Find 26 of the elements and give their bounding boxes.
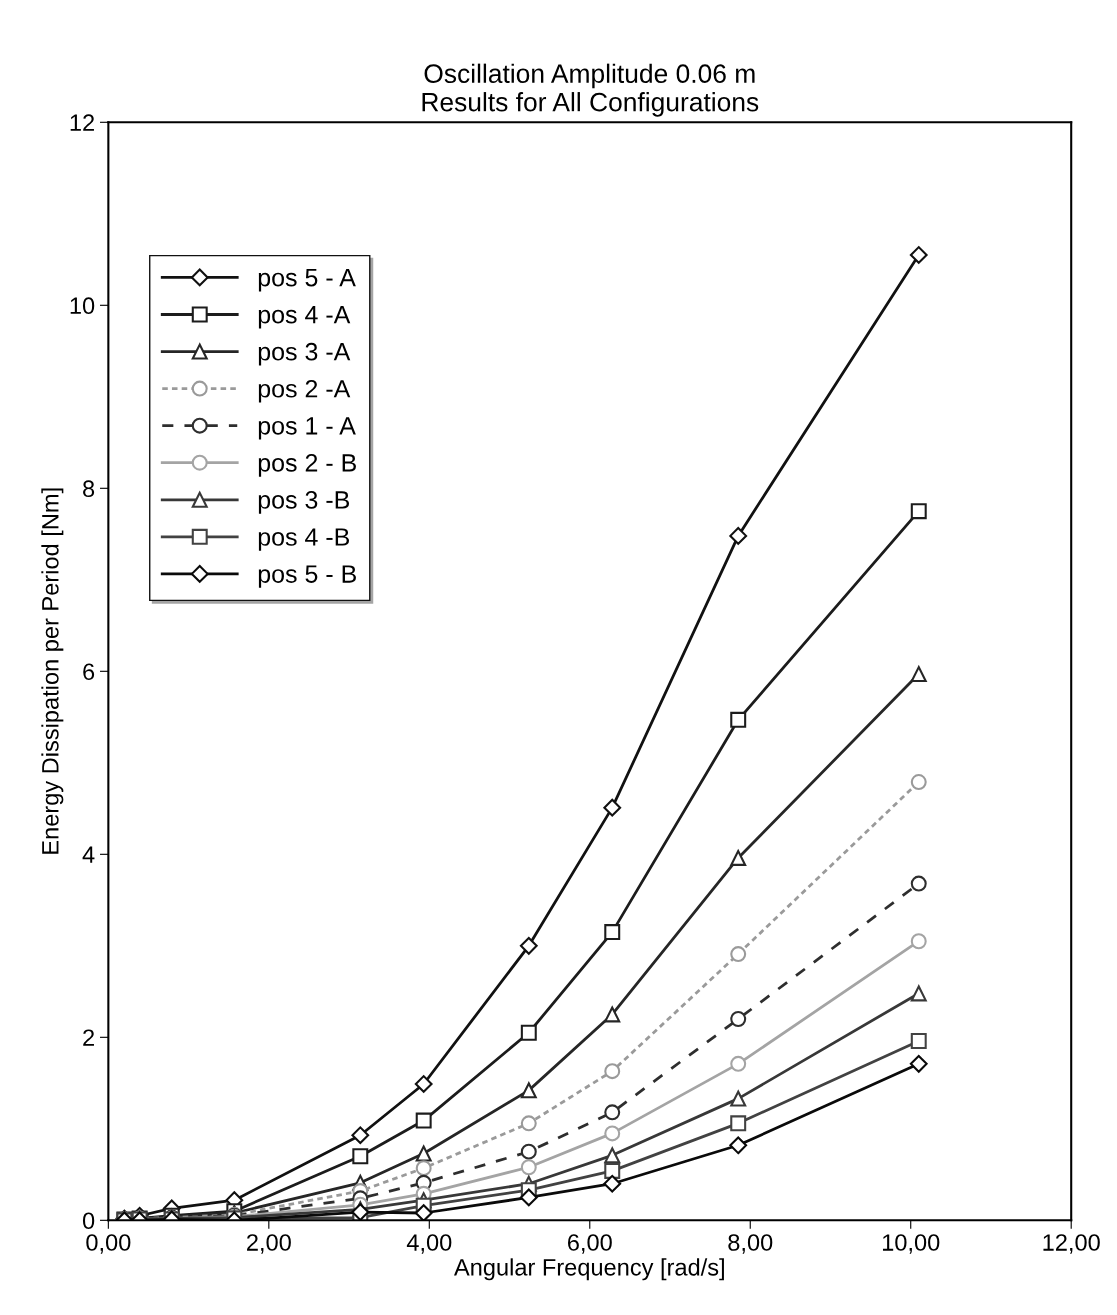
y-tick-label: 6 [83, 663, 95, 681]
y-axis-title: Energy Dissipation per Period [Nm] [41, 488, 64, 854]
y-tick-label: 10 [70, 297, 95, 315]
y-tick-label: 0 [82, 1212, 95, 1230]
x-tick-label: 0,00 [86, 1234, 131, 1254]
legend-label: pos 2 - B [258, 454, 356, 477]
legend-label: pos 5 - A [258, 269, 356, 292]
legend-label: pos 5 - B [258, 565, 356, 588]
legend-label: pos 4 -B [258, 528, 350, 551]
legend-label: pos 3 -B [258, 491, 350, 514]
y-tick-label: 8 [83, 480, 95, 498]
y-tick-label: 2 [83, 1029, 94, 1046]
x-tick-label: 6,00 [568, 1234, 612, 1254]
x-axis-title: Angular Frequency [rad/s] [454, 1258, 724, 1281]
legend-label: pos 2 -A [258, 379, 351, 403]
legend-label: pos 3 -A [258, 342, 351, 366]
x-tick-label: 4,00 [406, 1234, 452, 1254]
x-tick-label: 8,00 [728, 1234, 773, 1254]
x-tick-label: 12,00 [1043, 1234, 1100, 1254]
y-tick-label: 4 [82, 846, 95, 863]
chart-title: Oscillation Amplitude 0.06 m Results for All Configurations [422, 63, 759, 117]
x-tick-label: 10,00 [882, 1234, 940, 1254]
legend-label: pos 4 -A [258, 306, 351, 329]
x-tick-label: 2,00 [247, 1234, 291, 1254]
legend-label: pos 1 - A [258, 417, 356, 440]
y-tick-label: 12 [70, 114, 94, 131]
